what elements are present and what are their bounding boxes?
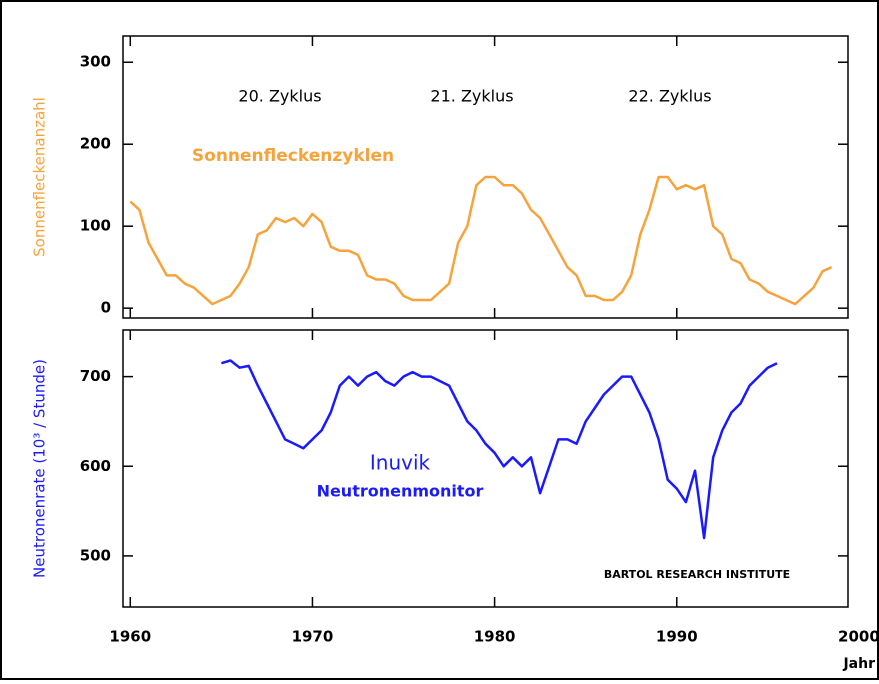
x-tick-label: 1980: [474, 628, 516, 646]
series-label: Inuvik: [370, 451, 431, 475]
y-tick-label: 100: [80, 217, 111, 235]
annotation: 20. Zyklus: [238, 87, 321, 106]
x-tick-label: 2000: [838, 628, 879, 646]
y-axis-label: Sonnenfleckenanzahl: [31, 97, 49, 257]
x-tick-label: 1970: [292, 628, 334, 646]
series-label: Sonnenfleckenzyklen: [192, 146, 394, 166]
annotation: 22. Zyklus: [628, 87, 711, 106]
y-tick-label: 300: [80, 53, 111, 71]
plot-frame: [122, 35, 849, 319]
y-tick-label: 600: [80, 457, 111, 475]
y-axis-label: Neutronenrate (10³ / Stunde): [31, 359, 49, 578]
data-line: [221, 359, 778, 540]
data-line: [129, 175, 833, 306]
y-tick-label: 700: [80, 367, 111, 385]
annotation: BARTOL RESEARCH INSTITUTE: [604, 568, 790, 581]
plot-frame: [122, 329, 849, 608]
y-tick-label: 500: [80, 546, 111, 564]
annotation: Neutronenmonitor: [317, 482, 484, 501]
x-tick-label: 1960: [109, 628, 151, 646]
annotation: 21. Zyklus: [430, 87, 513, 106]
x-tick-label: 1990: [656, 628, 698, 646]
x-axis-label: Jahr: [842, 656, 875, 672]
y-tick-label: 200: [80, 135, 111, 153]
y-tick-label: 0: [101, 299, 111, 317]
